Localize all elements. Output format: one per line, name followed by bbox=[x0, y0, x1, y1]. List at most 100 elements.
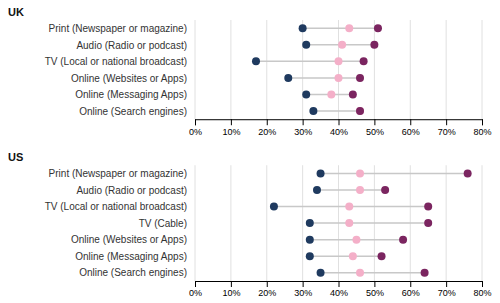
dot bbox=[302, 90, 310, 98]
dot bbox=[327, 90, 335, 98]
category-label: Online (Search engines) bbox=[79, 106, 187, 117]
grid-line bbox=[482, 165, 483, 281]
dot bbox=[349, 90, 357, 98]
category-label: Online (Websites or Apps) bbox=[71, 234, 187, 245]
tick: 60% bbox=[402, 119, 420, 136]
connector bbox=[321, 173, 468, 175]
category-label: Online (Messaging Apps) bbox=[75, 89, 187, 100]
tick-mark bbox=[231, 281, 232, 287]
tick: 40% bbox=[330, 119, 348, 136]
dot bbox=[360, 57, 368, 65]
tick-label: 0% bbox=[189, 288, 202, 298]
tick: 80% bbox=[473, 119, 491, 136]
tick-label: 0% bbox=[189, 127, 202, 137]
dot bbox=[317, 170, 325, 178]
tick-mark bbox=[446, 281, 447, 287]
tick-label: 80% bbox=[473, 288, 491, 298]
dot bbox=[270, 203, 278, 211]
tick-label: 40% bbox=[330, 288, 348, 298]
panel: UK0%10%20%30%40%50%60%70%80%Print (Newsp… bbox=[8, 6, 492, 137]
dot bbox=[349, 252, 357, 260]
tick: 50% bbox=[366, 119, 384, 136]
tick-mark bbox=[374, 281, 375, 287]
dot bbox=[317, 269, 325, 277]
tick: 60% bbox=[402, 281, 420, 298]
tick: 10% bbox=[222, 281, 240, 298]
tick: Online (Messaging Apps) bbox=[75, 89, 187, 100]
tick: 20% bbox=[258, 281, 276, 298]
tick: 80% bbox=[473, 281, 491, 298]
series bbox=[345, 170, 364, 277]
tick-label: 20% bbox=[258, 127, 276, 137]
tick-label: 20% bbox=[258, 288, 276, 298]
panel-title: UK bbox=[8, 6, 24, 18]
dot bbox=[345, 24, 353, 32]
grid-line bbox=[374, 20, 375, 119]
dot bbox=[424, 203, 432, 211]
dot bbox=[338, 41, 346, 49]
dot bbox=[345, 219, 353, 227]
category-label: Audio (Radio or podcast) bbox=[76, 185, 187, 196]
tick-mark bbox=[267, 281, 268, 287]
tick: 70% bbox=[438, 281, 456, 298]
connector bbox=[310, 222, 428, 224]
dot bbox=[284, 74, 292, 82]
x-axis: 0%10%20%30%40%50%60%70%80% bbox=[189, 119, 492, 136]
tick-label: 30% bbox=[294, 288, 312, 298]
dot bbox=[306, 252, 314, 260]
grid-line bbox=[446, 20, 447, 119]
tick: Audio (Radio or podcast) bbox=[76, 185, 187, 196]
dot bbox=[424, 219, 432, 227]
dot bbox=[356, 269, 364, 277]
panel-title: US bbox=[8, 151, 23, 163]
tick: 40% bbox=[330, 281, 348, 298]
dot bbox=[335, 74, 343, 82]
grid-line bbox=[446, 165, 447, 281]
category-label: TV (Local or national broadcast) bbox=[45, 56, 187, 67]
connector bbox=[321, 272, 425, 274]
tick: Online (Messaging Apps) bbox=[75, 251, 187, 262]
tick-mark bbox=[374, 119, 375, 125]
dot bbox=[374, 24, 382, 32]
tick-mark bbox=[482, 119, 483, 125]
series bbox=[349, 24, 382, 115]
dot bbox=[356, 170, 364, 178]
marks bbox=[270, 170, 472, 277]
tick-mark bbox=[303, 119, 304, 125]
dot bbox=[306, 236, 314, 244]
tick: 10% bbox=[222, 119, 240, 136]
tick: TV (Cable) bbox=[139, 218, 187, 229]
connector bbox=[256, 61, 364, 63]
x-axis: 0%10%20%30%40%50%60%70%80% bbox=[189, 281, 492, 298]
dot bbox=[378, 252, 386, 260]
dot bbox=[356, 186, 364, 194]
dot bbox=[302, 41, 310, 49]
tick-label: 80% bbox=[473, 127, 491, 137]
tick-label: 10% bbox=[222, 127, 240, 137]
grid-line bbox=[302, 20, 303, 119]
tick-mark bbox=[446, 119, 447, 125]
tick-mark bbox=[339, 119, 340, 125]
grid-line bbox=[266, 165, 267, 281]
tick: 20% bbox=[258, 119, 276, 136]
dot bbox=[356, 107, 364, 115]
category-label: Online (Messaging Apps) bbox=[75, 251, 187, 262]
y-axis: Print (Newspaper or magazine) Audio (Radi… bbox=[45, 23, 187, 117]
tick: TV (Local or national broadcast) bbox=[45, 56, 187, 67]
tick-mark bbox=[195, 119, 196, 125]
category-label: TV (Local or national broadcast) bbox=[45, 201, 187, 212]
dot bbox=[335, 57, 343, 65]
tick: 30% bbox=[294, 281, 312, 298]
dot bbox=[381, 186, 389, 194]
category-label: Audio (Radio or podcast) bbox=[76, 40, 187, 51]
dot bbox=[464, 170, 472, 178]
grid-line bbox=[482, 20, 483, 119]
dot bbox=[345, 203, 353, 211]
dot bbox=[356, 107, 364, 115]
category-label: Print (Newspaper or magazine) bbox=[49, 23, 187, 34]
category-label: Online (Search engines) bbox=[79, 267, 187, 278]
tick: 30% bbox=[294, 119, 312, 136]
series bbox=[270, 170, 325, 277]
tick: Print (Newspaper or magazine) bbox=[49, 168, 187, 179]
tick-mark bbox=[410, 281, 411, 287]
